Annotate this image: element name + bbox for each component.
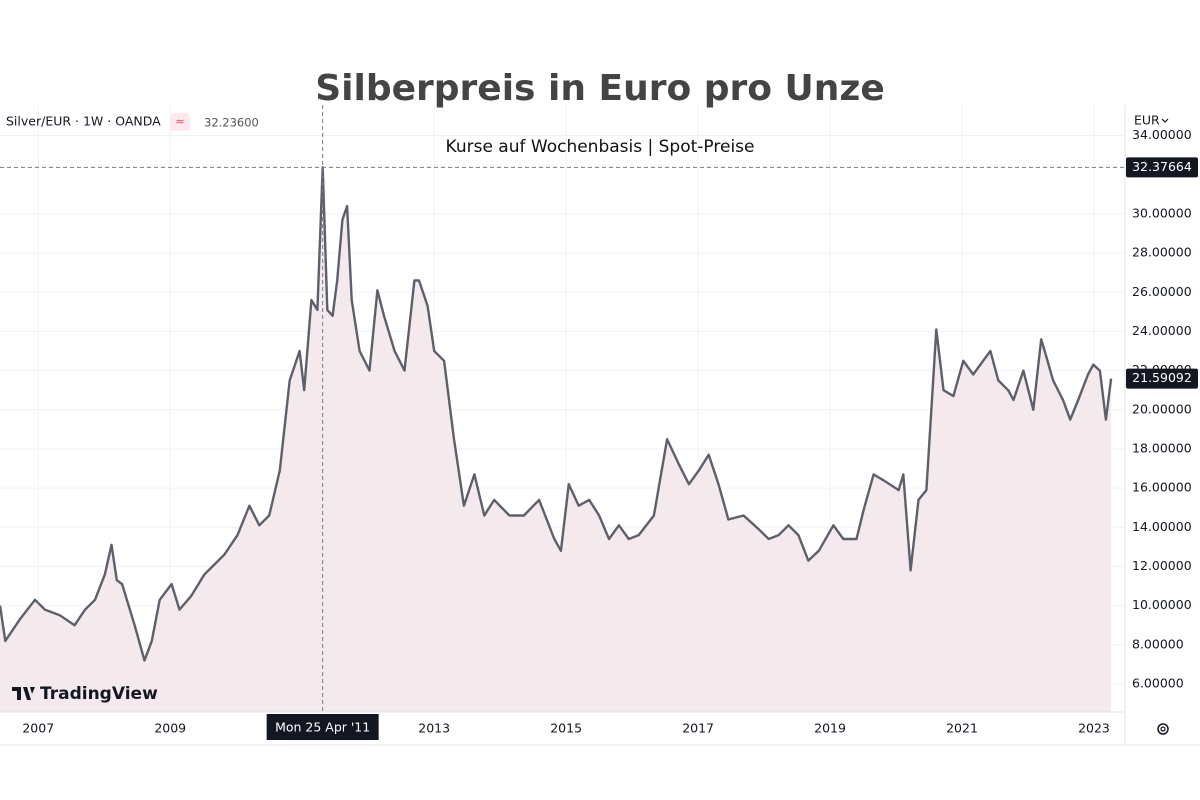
brand-logo: TradingView [12,684,158,704]
crosshair-date-label: Mon 25 Apr '11 [275,720,370,735]
last-price-box [1126,368,1198,389]
axes: 6.00000 8.00000 10.00000 12.00000 14.00000 16… [22,127,1191,735]
brand-logo-icon [12,687,35,700]
y-tick-label: 24.00000 [1132,323,1192,338]
plot [0,166,1113,713]
brand-name: TradingView [40,684,158,704]
y-tick-label: 20.00000 [1132,401,1192,416]
legend-value: 32.23600 [204,116,259,130]
settings-gear-center[interactable] [1160,726,1166,732]
y-tick-label: 18.00000 [1132,440,1192,455]
status-icon [170,113,190,131]
x-tick-label: 2007 [22,721,54,736]
x-tick-label: 2017 [682,721,714,736]
y-tick-label: 14.00000 [1132,519,1192,534]
currency-label[interactable]: EUR [1134,113,1160,128]
y-tick-label: 28.00000 [1132,245,1192,260]
x-tick-label: 2009 [154,721,186,736]
status-icon-glyph: ≈ [175,115,184,128]
x-tick-label: 2023 [1078,721,1110,736]
y-tick-label: 10.00000 [1132,597,1192,612]
x-tick-label: 2019 [814,721,846,736]
symbol-label: Silver/EUR · 1W · OANDA [6,114,161,129]
y-tick-label: 8.00000 [1132,636,1184,651]
crosshair-price-box [1126,157,1198,178]
settings-gear[interactable] [1157,723,1169,735]
y-tick-label: 34.00000 [1132,127,1192,142]
x-tick-label: 2021 [946,721,978,736]
x-tick-label: 2015 [550,721,582,736]
settings-icon[interactable] [1157,723,1169,735]
y-tick-label: 12.00000 [1132,558,1192,573]
y-tick-label: 30.00000 [1132,205,1192,220]
y-tick-label: 6.00000 [1132,675,1184,690]
x-tick-label: 2013 [418,721,450,736]
y-tick-label: 16.00000 [1132,480,1192,495]
crosshair-date-box [266,714,379,740]
chart-subtitle: Kurse auf Wochenbasis | Spot-Preise [446,137,755,157]
last-price-label: 21.59092 [1132,370,1192,385]
area [0,167,1112,713]
chart-title: Silberpreis in Euro pro Unze [315,68,885,109]
currency-dropdown[interactable] [1161,118,1169,123]
y-tick-label: 26.00000 [1132,284,1192,299]
crosshair-price-label: 32.37664 [1132,159,1192,174]
overlay: 21.59092 32.37664 Mon 25 Apr '11 [0,105,1198,740]
price-line [0,166,1113,662]
